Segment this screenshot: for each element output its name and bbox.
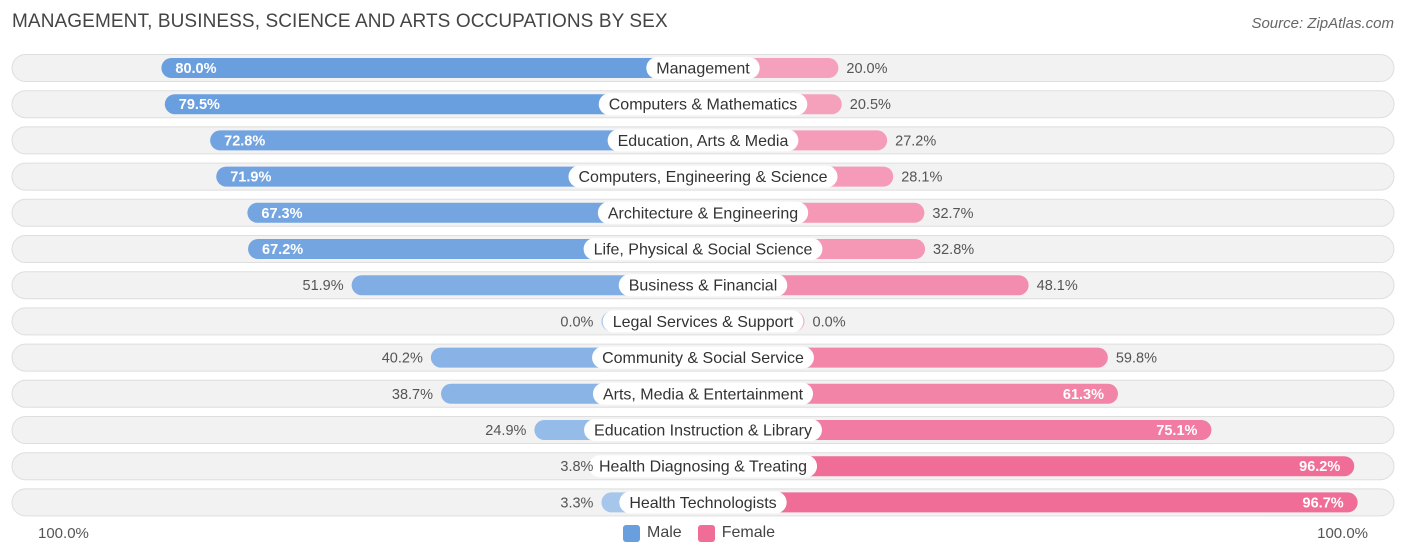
category-label: Education Instruction & Library xyxy=(594,423,812,440)
category-label-pill xyxy=(588,455,818,478)
category-label-pill xyxy=(602,310,804,333)
value-label-male: 38.7% xyxy=(392,387,433,403)
category-label: Architecture & Engineering xyxy=(608,205,798,222)
legend-label-male: Male xyxy=(647,524,682,541)
value-label-male: 80.0% xyxy=(175,61,216,77)
value-label-female: 96.7% xyxy=(1303,495,1344,511)
value-label-female: 75.1% xyxy=(1156,423,1197,439)
category-label: Computers & Mathematics xyxy=(609,97,798,114)
legend-item-female: Female xyxy=(697,524,776,542)
bar-male xyxy=(247,202,713,223)
bar-female xyxy=(693,456,1355,477)
value-label-male: 79.5% xyxy=(179,97,220,113)
value-label-female: 59.8% xyxy=(1116,351,1157,367)
value-label-female: 61.3% xyxy=(1063,387,1104,403)
category-label-pill xyxy=(598,93,808,116)
bar-male xyxy=(210,130,714,151)
category-label-pill xyxy=(583,238,823,260)
value-label-female: 32.8% xyxy=(933,242,974,258)
category-label-pill xyxy=(646,57,760,79)
category-label: Computers, Engineering & Science xyxy=(578,169,827,186)
bar-female xyxy=(693,492,1358,513)
value-label-male: 72.8% xyxy=(224,133,265,149)
value-label-male: 71.9% xyxy=(230,170,271,186)
category-label: Life, Physical & Social Science xyxy=(594,242,813,259)
value-label-male: 67.2% xyxy=(262,242,303,258)
category-label: Legal Services & Support xyxy=(613,314,794,331)
category-label-pill xyxy=(619,491,787,514)
category-label-pill xyxy=(618,274,788,297)
value-label-female: 32.7% xyxy=(932,206,973,222)
axis-right-label: 100.0% xyxy=(1317,525,1368,542)
legend-swatch-male xyxy=(623,524,640,542)
legend-swatch-female xyxy=(697,524,715,542)
value-label-male: 0.0% xyxy=(560,314,593,330)
value-label-male: 51.9% xyxy=(303,278,344,294)
category-label-pill xyxy=(592,382,814,405)
category-label-pill xyxy=(597,201,809,224)
source-label: Source: ZipAtlas.com xyxy=(1251,15,1394,32)
value-label-male: 40.2% xyxy=(382,351,423,367)
legend: Male Female xyxy=(623,524,791,542)
category-label-pill xyxy=(584,419,822,441)
bar-male xyxy=(161,58,713,78)
legend-label-female: Female xyxy=(721,524,776,541)
category-label-pill xyxy=(607,129,799,152)
category-label: Community & Social Service xyxy=(602,350,804,367)
value-label-male: 24.9% xyxy=(485,423,526,439)
category-label-pill xyxy=(592,346,814,369)
category-label: Education, Arts & Media xyxy=(618,133,789,150)
category-label: Arts, Media & Entertainment xyxy=(603,386,804,403)
value-label-male: 3.3% xyxy=(560,495,593,511)
bar-male xyxy=(164,94,713,115)
chart-title: MANAGEMENT, BUSINESS, SCIENCE AND ARTS O… xyxy=(12,11,668,32)
value-label-male: 3.8% xyxy=(560,459,593,475)
category-label-pill xyxy=(568,165,838,188)
value-label-female: 20.5% xyxy=(850,97,891,113)
category-label: Health Technologists xyxy=(629,495,776,512)
value-label-female: 27.2% xyxy=(895,133,936,149)
value-label-female: 28.1% xyxy=(901,170,942,186)
value-label-male: 67.3% xyxy=(261,206,302,222)
value-label-female: 0.0% xyxy=(813,314,846,330)
category-label: Management xyxy=(656,61,750,78)
axis-left-label: 100.0% xyxy=(38,525,89,542)
value-label-female: 96.2% xyxy=(1299,459,1340,475)
value-label-female: 48.1% xyxy=(1037,278,1078,294)
category-label: Business & Financial xyxy=(629,278,778,295)
legend-item-male: Male xyxy=(623,524,682,542)
category-label: Health Diagnosing & Treating xyxy=(599,459,807,476)
value-label-female: 20.0% xyxy=(846,61,887,77)
bar-female xyxy=(693,420,1212,440)
